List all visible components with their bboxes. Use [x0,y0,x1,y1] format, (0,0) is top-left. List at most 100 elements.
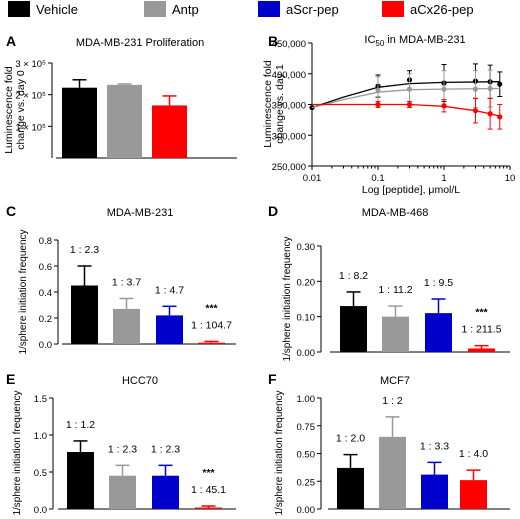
panel-e-bar-label-3: 1 : 2.3 [151,443,180,455]
panel-f-bar-2 [379,436,406,509]
panel-c-bar-label-4: 1 : 104.7 [191,319,232,331]
panel-d-bar-4 [468,348,495,352]
panel-c-significance: *** [205,302,218,314]
panel-a-y-label-2: change vs. day 0 [15,70,27,150]
panel-c-bar-label-1: 1 : 2.3 [70,244,99,256]
panel-e-significance: *** [202,467,215,479]
panel-b-series-2-point-5 [487,85,493,92]
panel-c-y-tick-label-3: 0.4 [39,288,52,299]
panel-e-bar-4 [195,507,222,509]
legend-label-3: aScr-pep [286,2,339,17]
panel-e-y-tick-label-1: 0.0 [34,505,47,516]
legend-label-2: Antp [172,2,199,17]
panel-b-title-main: IC [364,34,375,46]
panel-a-y-tick-label-3: 3 × 10⁵ [15,59,46,70]
panel-f-title: MCF7 [380,375,410,387]
panel-b-y-label-2: change vs. day 1 [274,64,286,144]
panel-f-y-tick-label-4: 0.75 [297,422,316,433]
panel-b-x-tick-label-1: 0.01 [303,173,322,184]
panel-b-x-tick-label-3: 1 [441,173,446,184]
panel-d-y-tick-label-2: 0.10 [297,313,316,324]
panel-a-y-label-1: Luminescence fold [3,66,15,154]
panel-b-title: IC50 in MDA-MB-231 [364,34,465,48]
panel-a-bar-1 [62,87,97,158]
panel-f-bar-3 [421,474,448,509]
panel-label-e: E [6,371,15,387]
panel-label-a: A [6,33,16,49]
panel-f-y-tick-label-3: 0.50 [297,450,316,461]
panel-a-title: MDA-MB-231 Proliferation [76,37,204,49]
panel-label-d: D [268,203,278,219]
panel-d-y-tick-label-3: 0.20 [297,277,316,288]
panel-b-series-3-point-1 [375,101,381,108]
panel-f-bar-label-1: 1 : 2.0 [336,433,365,445]
panel-c-title: MDA-MB-231 [107,207,174,219]
panel-f-bar-label-4: 1 : 4.0 [459,448,488,460]
panel-d-bar-label-4: 1 : 211.5 [461,324,501,336]
legend-swatch-1 [8,1,30,17]
panel-f-y-tick-label-2: 0.25 [297,477,316,488]
panel-b-series-3-point-5 [487,111,493,117]
panel-c-bar-label-2: 1 : 3.7 [112,277,141,289]
panel-b-y-tick-label-1: 250,000 [272,162,306,173]
panel-c-bar-label-3: 1 : 4.7 [155,284,184,296]
panel-b-y-tick-label-5: 450,000 [272,39,306,50]
panel-c-bar-2 [113,308,140,344]
panel-c-bar-1 [71,285,98,344]
panel-f-y-label: 1/sphere initiation frequency [274,390,285,515]
panel-f-y-tick-label-1: 0.00 [297,505,316,516]
panel-label-f: F [268,371,277,387]
panel-d-bar-1 [340,306,367,352]
panel-b-series-2-point-3 [441,86,447,92]
panel-b-y-tick-label-2: 300,000 [272,131,306,142]
legend-swatch-2 [144,1,166,17]
panel-e-bar-1 [67,452,94,509]
panel-d-title: MDA-MB-468 [362,207,429,219]
panel-b-y-tick-label-3: 350,000 [272,101,306,112]
panel-d-y-tick-label-4: 0.30 [297,242,316,253]
panel-b-title-sub: 50 [375,39,384,48]
panel-label-b: B [268,33,278,49]
panel-c-bar-4 [198,342,225,344]
panel-c-y-tick-label-2: 0.2 [39,314,52,325]
panel-b-series-2-point-2 [406,86,413,92]
panel-e-bar-2 [109,475,136,509]
panel-d-bar-label-3: 1 : 9.5 [424,277,453,289]
legend-label-1: Vehicle [36,2,78,17]
panel-e-y-tick-label-2: 0.5 [34,468,47,479]
panel-a-y-tick-label-1: 1 × 10⁵ [15,122,46,133]
panel-f-bar-1 [337,467,364,509]
panel-f-bar-label-2: 1 : 2 [382,395,403,407]
panel-b-y-tick-label-4: 400,000 [272,70,306,81]
panel-b-fit-curve-3 [312,103,500,117]
panel-c-y-tick-label-5: 0.8 [39,236,52,247]
panel-d-bar-label-1: 1 : 8.2 [339,270,368,282]
panel-c-y-tick-label-1: 0.0 [39,340,52,351]
panel-b-x-label: Log [peptide], μmol/L [362,184,460,196]
panel-b-x-tick-label-2: 0.1 [371,173,384,184]
panel-e-y-tick-label-3: 1.0 [34,431,47,442]
panel-e-bar-3 [152,475,179,509]
panel-c-y-label: 1/sphere initiation frequency [18,229,29,354]
panel-b-fit-curve-2 [311,87,500,109]
panel-d-bar-2 [382,316,409,352]
panel-c-bar-3 [156,315,183,344]
panel-b-series-2-point-4 [472,86,479,92]
panel-b-series-3-point-6 [497,114,503,120]
panel-b-series-2-point-1 [375,87,381,93]
legend-swatch-4 [382,1,404,17]
panel-b-fit-curve-1 [311,81,500,109]
panel-a-bar-2 [107,84,142,158]
panel-e-bar-label-2: 1 : 2.3 [108,443,137,455]
panel-a-y-tick-label-2: 2 × 10⁵ [15,91,46,102]
panel-e-y-label: 1/sphere initiation frequency [12,390,23,515]
panel-f-y-tick-label-5: 1.00 [297,394,316,405]
legend-label-4: aCx26-pep [410,2,474,17]
panel-d-bar-label-2: 1 : 11.2 [378,284,412,296]
panel-d-y-tick-label-1: 0.00 [297,348,316,359]
panel-e-bar-label-4: 1 : 45.1 [191,484,226,496]
panel-d-significance: *** [475,307,488,319]
panel-e-bar-label-1: 1 : 1.2 [66,419,95,431]
panel-d-y-label: 1/sphere initiation frequency [282,236,293,361]
